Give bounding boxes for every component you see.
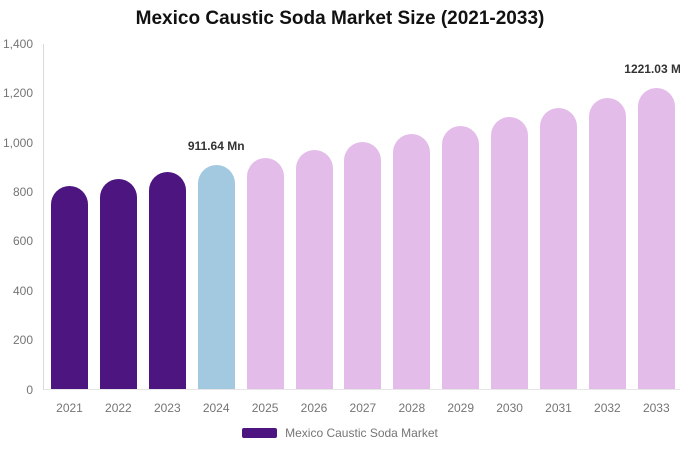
y-tick-1400: 1,400 [2,37,33,51]
x-tick-2021: 2021 [56,401,83,415]
bar-2027[interactable] [344,141,382,390]
x-tick-2033: 2033 [642,401,670,415]
x-tick-2027: 2027 [349,401,377,415]
bar-2024[interactable] [197,164,235,390]
chart-title: Mexico Caustic Soda Market Size (2021-20… [135,8,545,29]
bar-2032[interactable] [588,98,626,390]
y-tick-200: 200 [12,333,33,348]
legend-swatch [242,428,278,438]
x-tick-2023: 2023 [153,401,181,415]
bar-2022[interactable] [99,178,137,390]
y-tick-1200: 1,200 [2,86,33,101]
x-tick-2026: 2026 [300,401,328,415]
data-label-2033: 1221.03 Mn [624,62,680,77]
legend-label: Mexico Caustic Soda Market [285,426,438,440]
y-tick-400: 400 [12,283,33,298]
bar-2023[interactable] [148,171,186,390]
legend-item[interactable]: Mexico Caustic Soda Market [0,426,680,440]
data-label-2024: 911.64 Mn [187,138,245,153]
bar-2028[interactable] [393,133,431,390]
x-tick-2030: 2030 [496,401,523,415]
x-tick-2025: 2025 [251,401,279,415]
bar-2026[interactable] [295,150,333,390]
bar-2031[interactable] [540,108,577,390]
x-axis-line [44,389,680,390]
x-tick-2029: 2029 [447,401,475,415]
x-tick-2022: 2022 [105,401,132,415]
x-tick-2028: 2028 [398,401,426,415]
x-tick-2031: 2031 [545,401,572,415]
y-tick-600: 600 [12,234,33,249]
x-tick-2024: 2024 [202,401,230,415]
bar-2025[interactable] [246,157,284,390]
y-tick-1000: 1,000 [2,135,33,150]
y-tick-800: 800 [12,185,33,200]
x-tick-2032: 2032 [594,401,621,415]
bar-2030[interactable] [491,117,529,390]
y-tick-0: 0 [26,382,33,397]
bar-2033[interactable] [637,88,675,390]
bar-2029[interactable] [442,125,480,390]
y-axis-line [43,44,44,390]
bar-2021[interactable] [51,186,88,390]
